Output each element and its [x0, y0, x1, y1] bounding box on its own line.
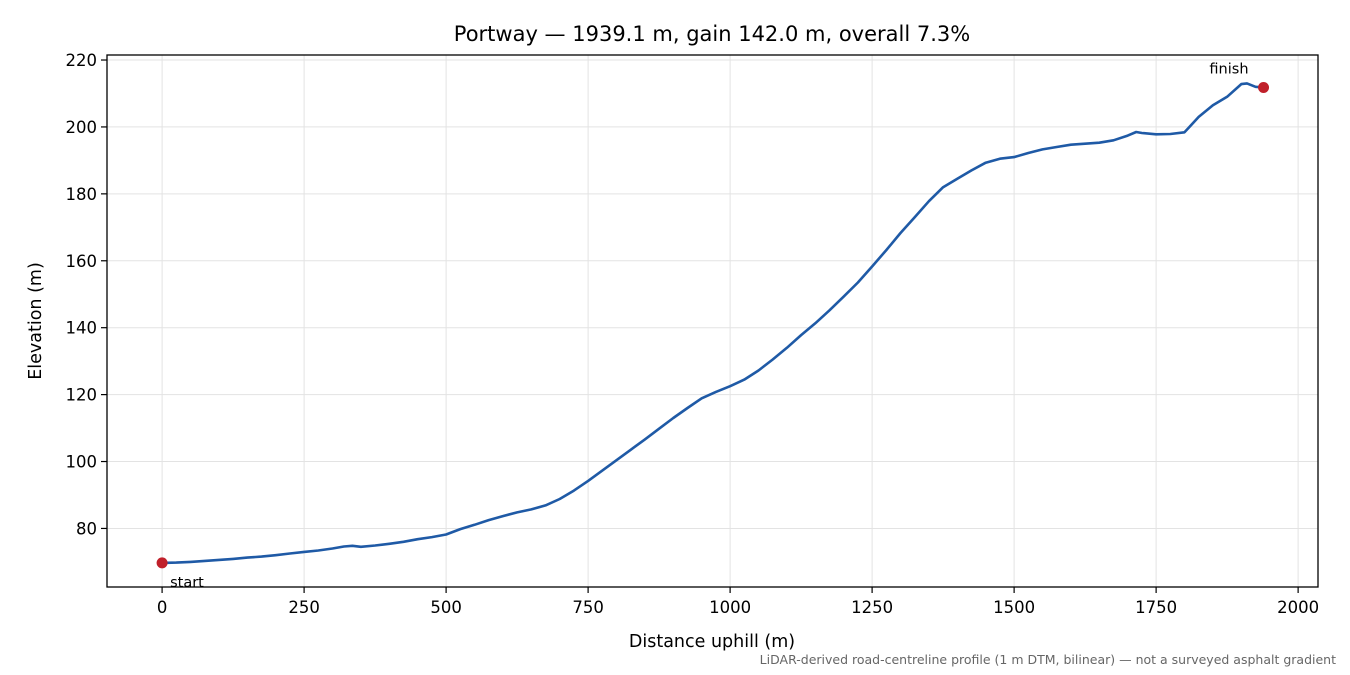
- y-tick-label: 120: [66, 386, 98, 405]
- x-tick-label: 0: [157, 598, 168, 617]
- finish-label: finish: [1209, 61, 1248, 77]
- y-axis-label: Elevation (m): [26, 262, 46, 380]
- y-tick-label: 80: [76, 519, 97, 538]
- x-tick-label: 250: [288, 598, 320, 617]
- x-tick-label: 1250: [851, 598, 893, 617]
- x-tick-label: 1750: [1135, 598, 1177, 617]
- y-tick-label: 100: [66, 453, 98, 472]
- axis-ticks: 0 250 500 750 1000 1250 1500 1750 2000 80 100 120 14…: [66, 51, 1320, 617]
- y-tick-label: 180: [66, 185, 98, 204]
- y-tick-label: 220: [66, 51, 98, 70]
- x-tick-label: 2000: [1277, 598, 1319, 617]
- x-tick-label: 1000: [709, 598, 751, 617]
- y-tick-label: 200: [66, 118, 98, 137]
- plot-frame: [106, 54, 1319, 588]
- y-tick-label: 140: [66, 319, 98, 338]
- grid-lines: [107, 55, 1318, 587]
- x-tick-label: 1500: [993, 598, 1035, 617]
- chart-title: Portway — 1939.1 m, gain 142.0 m, overal…: [454, 22, 970, 46]
- start-label: start: [170, 575, 204, 591]
- finish-marker: [1258, 81, 1270, 93]
- y-tick-label: 160: [66, 252, 98, 271]
- elevation-line: [160, 82, 1265, 565]
- x-tick-label: 500: [430, 598, 462, 617]
- x-axis-label: Distance uphill (m): [629, 632, 795, 652]
- footnote: LiDAR-derived road-centreline profile (1…: [760, 652, 1336, 667]
- x-tick-label: 750: [572, 598, 604, 617]
- start-marker: [156, 557, 168, 569]
